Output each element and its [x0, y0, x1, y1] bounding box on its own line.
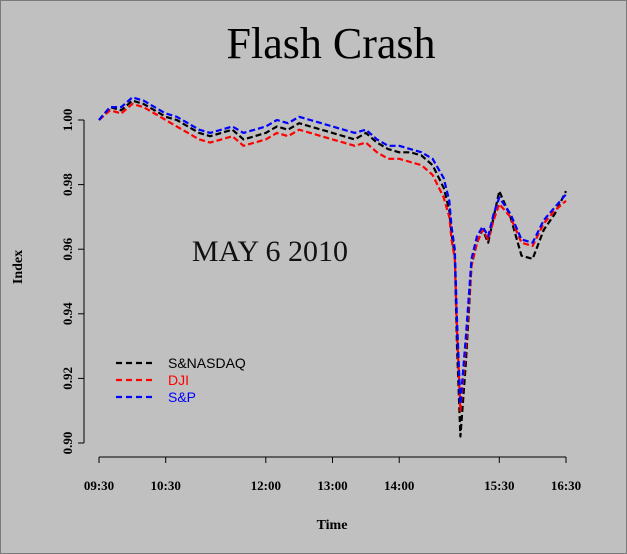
y-tick-label: 0.98: [60, 173, 75, 196]
series-line-2: [98, 96, 567, 406]
y-tick-label: 0.96: [60, 237, 75, 260]
x-tick-label: 10:30: [151, 478, 181, 493]
x-tick-label: 09:30: [84, 478, 114, 493]
x-tick-label: 16:30: [551, 478, 581, 493]
legend-label: DJI: [168, 372, 189, 388]
date-annotation: MAY 6 2010: [192, 235, 348, 268]
x-tick-label: 15:30: [484, 478, 514, 493]
y-tick-label: 0.90: [60, 432, 75, 455]
y-tick-label: 0.94: [60, 302, 75, 325]
y-axis-label: Index: [11, 250, 26, 284]
legend-label: S&P: [168, 389, 196, 405]
y-axis: 0.90 0.92 0.94 0.96 0.98 1.00: [60, 109, 85, 455]
x-axis: 09:30 10:30 12:00 13:00 14:00 15:30 16:30: [84, 456, 581, 493]
chart-title: Flash Crash: [227, 19, 436, 68]
legend-label: S&NASDAQ: [168, 355, 246, 371]
y-tick-label: 0.92: [60, 367, 75, 390]
x-tick-label: 14:00: [384, 478, 414, 493]
series-line-1: [98, 102, 567, 412]
x-tick-label: 13:00: [317, 478, 347, 493]
series-lines: [98, 96, 567, 438]
x-axis-label: Time: [317, 518, 348, 533]
series-line-0: [98, 99, 567, 438]
y-tick-label: 1.00: [60, 109, 75, 132]
x-tick-label: 12:00: [251, 478, 281, 493]
